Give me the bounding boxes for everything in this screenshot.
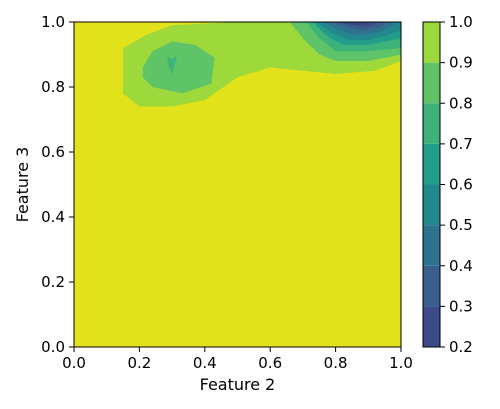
colorbar-band — [423, 62, 440, 104]
colorbar-tick-label: 0.5 — [449, 216, 473, 234]
colorbar-tick-label: 0.9 — [449, 54, 473, 72]
x-tick-label: 0.0 — [62, 354, 86, 372]
y-tick-label: 1.0 — [41, 13, 65, 31]
colorbar-tick-label: 0.4 — [449, 257, 473, 275]
colorbar-band — [423, 22, 440, 63]
colorbar-tick-label: 0.8 — [449, 94, 473, 112]
x-axis-label: Feature 2 — [200, 375, 276, 394]
y-tick-label: 0.4 — [41, 208, 65, 226]
x-tick-label: 1.0 — [389, 354, 413, 372]
x-tick-label: 0.4 — [193, 354, 217, 372]
contour-regions — [123, 22, 401, 107]
colorbar-band — [423, 143, 440, 185]
colorbar-band — [423, 184, 440, 226]
colorbar-band — [423, 225, 440, 266]
colorbar-tick-label: 0.6 — [449, 176, 473, 194]
colorbar-band — [423, 103, 440, 144]
contour-region-2 — [167, 56, 177, 74]
y-axis-ticks: 0.0 0.2 0.4 0.6 0.8 1.0 — [41, 13, 74, 356]
x-tick-label: 0.8 — [324, 354, 348, 372]
y-tick-label: 0.6 — [41, 143, 65, 161]
y-tick-label: 0.0 — [41, 338, 65, 356]
colorbar-tick-label: 0.7 — [449, 135, 473, 153]
colorbar-tick-label: 0.2 — [449, 338, 473, 356]
colorbar-tick-label: 0.3 — [449, 297, 473, 315]
plot-frame — [73, 21, 402, 348]
x-tick-label: 0.2 — [127, 354, 151, 372]
colorbar-tick-label: 1.0 — [449, 13, 473, 31]
x-axis-ticks: 0.0 0.2 0.4 0.6 0.8 1.0 — [62, 347, 413, 372]
contour-region-1 — [142, 41, 215, 94]
y-axis-label: Feature 3 — [13, 147, 32, 223]
colorbar-band — [423, 265, 440, 307]
plot-area — [73, 21, 402, 348]
x-tick-label: 0.6 — [258, 354, 282, 372]
y-tick-label: 0.8 — [41, 78, 65, 96]
y-tick-label: 0.2 — [41, 273, 65, 291]
colorbar-band — [423, 306, 440, 347]
contour-region-9 — [335, 22, 379, 27]
colorbar: 0.2 0.3 0.4 0.5 0.6 0.7 0.8 0.9 1.0 — [422, 13, 473, 356]
